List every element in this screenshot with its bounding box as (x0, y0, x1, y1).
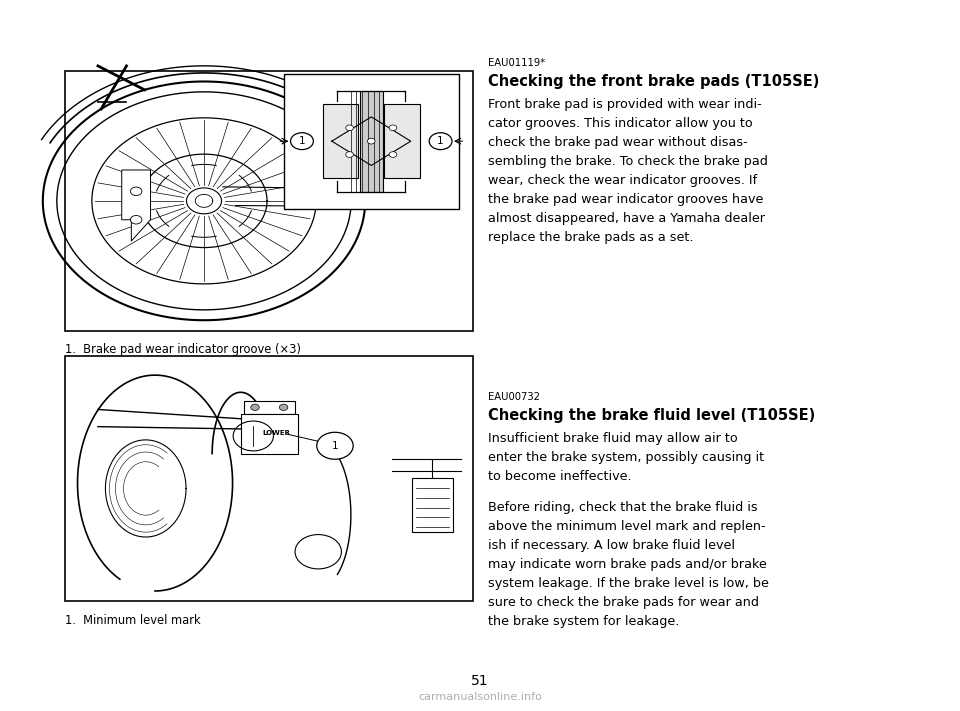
Polygon shape (122, 170, 151, 241)
Circle shape (346, 151, 353, 157)
Circle shape (131, 187, 142, 196)
Text: EAU01119*: EAU01119* (488, 58, 545, 68)
Circle shape (291, 133, 313, 149)
Circle shape (429, 133, 452, 149)
Circle shape (317, 432, 353, 459)
Circle shape (346, 125, 353, 131)
Circle shape (389, 151, 396, 157)
Text: 1: 1 (437, 137, 444, 146)
Text: Insufficient brake fluid may allow air to
enter the brake system, possibly causi: Insufficient brake fluid may allow air t… (488, 432, 764, 483)
Text: EAU00732: EAU00732 (488, 392, 540, 402)
Bar (65, 71, 473, 331)
Text: LOWER: LOWER (262, 430, 290, 437)
Bar (65, 356, 473, 601)
Bar (283, 74, 459, 208)
Text: 51: 51 (471, 674, 489, 688)
Text: Front brake pad is provided with wear indi-
cator grooves. This indicator allow : Front brake pad is provided with wear in… (488, 98, 768, 244)
Circle shape (279, 404, 288, 410)
Text: 1.  Minimum level mark: 1. Minimum level mark (65, 614, 201, 626)
Circle shape (389, 125, 396, 131)
Bar (241, 415, 298, 454)
Text: 1.  Brake pad wear indicator groove (×3): 1. Brake pad wear indicator groove (×3) (65, 343, 301, 356)
Text: Before riding, check that the brake fluid is
above the minimum level mark and re: Before riding, check that the brake flui… (488, 501, 769, 629)
Circle shape (131, 215, 142, 224)
Text: 1: 1 (331, 441, 338, 451)
Text: 1: 1 (299, 137, 305, 146)
Bar (360, 90, 383, 192)
Bar (384, 104, 420, 178)
Bar (323, 104, 358, 178)
Text: Checking the brake fluid level (T105SE): Checking the brake fluid level (T105SE) (488, 408, 815, 423)
Bar (244, 400, 295, 415)
Text: carmanualsonline.info: carmanualsonline.info (418, 693, 542, 702)
Circle shape (368, 139, 375, 144)
Text: Checking the front brake pads (T105SE): Checking the front brake pads (T105SE) (488, 74, 819, 89)
Circle shape (251, 404, 259, 410)
Bar (412, 478, 453, 532)
